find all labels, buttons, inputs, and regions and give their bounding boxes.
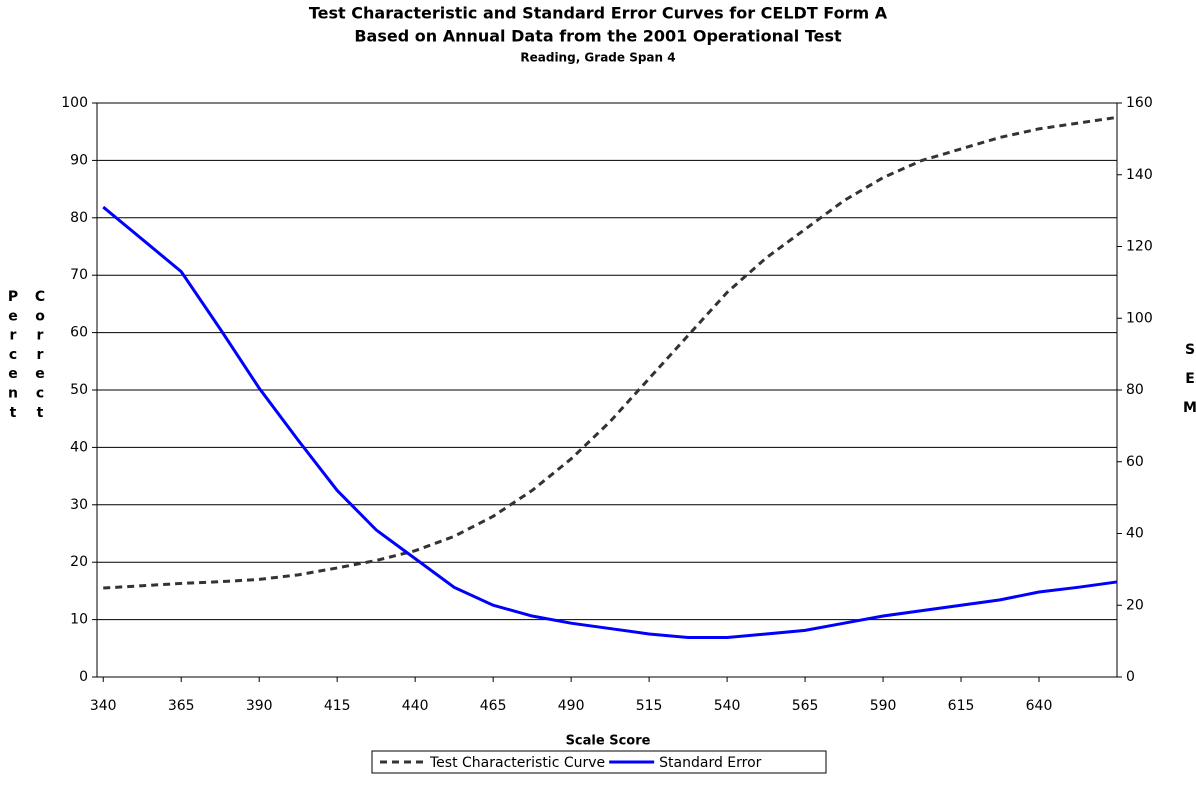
- x-tick-label: 390: [246, 698, 273, 714]
- x-tick-label: 440: [402, 698, 429, 714]
- y-tick-label: 20: [70, 554, 88, 570]
- y-tick-label: 30: [70, 497, 88, 513]
- legend-box: [371, 750, 827, 774]
- chart-title: Test Characteristic and Standard Error C…: [309, 4, 888, 23]
- x-tick-label: 590: [870, 698, 897, 714]
- legend-label: Test Characteristic Curve: [429, 755, 605, 771]
- y-tick-label: 80: [70, 210, 88, 226]
- x-tick-label: 490: [558, 698, 585, 714]
- y-tick-label: 0: [79, 669, 88, 685]
- chart-note: Reading, Grade Span 4: [520, 51, 675, 65]
- x-tick-label: 365: [168, 698, 195, 714]
- x-axis-title: Scale Score: [566, 734, 651, 749]
- x-tick-label: 615: [948, 698, 975, 714]
- x-tick-label: 415: [324, 698, 351, 714]
- y2-tick-label: 120: [1126, 239, 1153, 255]
- y2-tick-label: 0: [1126, 669, 1135, 685]
- y2-tick-label: 20: [1126, 597, 1144, 613]
- chart-subtitle: Based on Annual Data from the 2001 Opera…: [354, 27, 842, 46]
- y-tick-label: 70: [70, 267, 88, 283]
- series-line: [103, 115, 1118, 590]
- legend: Test Characteristic Curve Standard Error: [371, 750, 827, 774]
- y-tick-label: 100: [61, 95, 88, 111]
- y-tick-label: 40: [70, 439, 88, 455]
- x-tick-label: 640: [1026, 698, 1053, 714]
- y2-tick-label: 60: [1126, 454, 1144, 470]
- x-tick-label: 540: [714, 698, 741, 714]
- y2-tick-label: 160: [1126, 95, 1153, 111]
- y2-tick-label: 100: [1126, 310, 1153, 326]
- x-tick-label: 465: [480, 698, 507, 714]
- series-line: [102, 205, 1118, 640]
- y2-tick-label: 80: [1126, 382, 1144, 398]
- y-tick-label: 60: [70, 325, 88, 341]
- y2-tick-label: 140: [1126, 167, 1153, 183]
- y-tick-label: 50: [70, 382, 88, 398]
- legend-label: Standard Error: [659, 755, 762, 771]
- y2-tick-label: 40: [1126, 526, 1144, 542]
- x-tick-label: 340: [90, 698, 117, 714]
- x-tick-label: 565: [792, 698, 819, 714]
- y-tick-label: 10: [70, 612, 88, 628]
- y-tick-label: 90: [70, 152, 88, 168]
- x-tick-label: 515: [636, 698, 663, 714]
